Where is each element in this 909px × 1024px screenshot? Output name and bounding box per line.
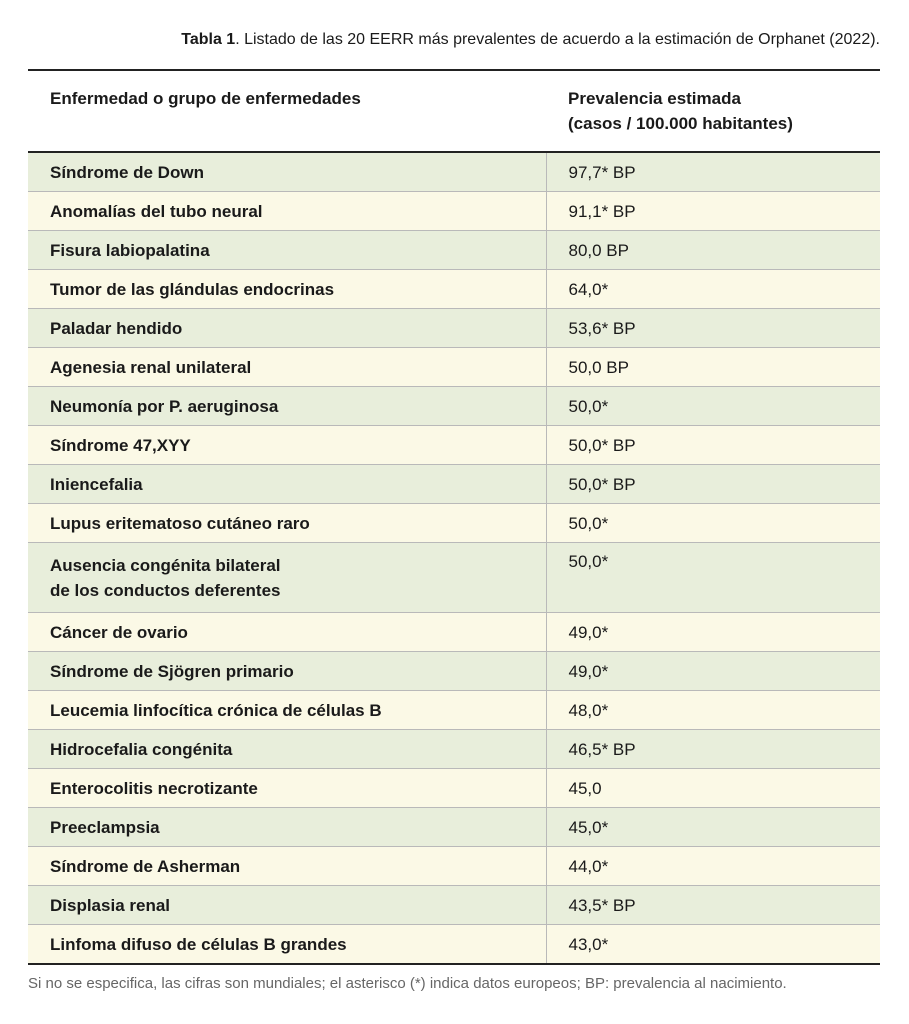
disease-line: Paladar hendido: [50, 318, 183, 338]
table-row: Fisura labiopalatina 80,0 BP: [28, 230, 880, 270]
prevalence-cell: 50,0* BP: [545, 464, 880, 504]
prevalence-cell: 45,0*: [545, 807, 880, 847]
disease-line: Ausencia congénita bilateral: [50, 555, 281, 575]
caption-text: . Listado de las 20 EERR más prevalentes…: [235, 31, 880, 48]
table-row: Síndrome 47,XYY 50,0* BP: [28, 425, 880, 465]
disease-cell: Cáncer de ovario: [28, 612, 546, 652]
disease-line: Síndrome 47,XYY: [50, 435, 191, 455]
disease-line: Lupus eritematoso cutáneo raro: [50, 513, 310, 533]
caption: Tabla 1. Listado de las 20 EERR más prev…: [181, 31, 880, 49]
disease-line: Cáncer de ovario: [50, 622, 188, 642]
prevalence-cell: 97,7* BP: [545, 152, 880, 192]
disease-cell: Enterocolitis necrotizante: [28, 768, 546, 808]
table-row: Iniencefalia 50,0* BP: [28, 464, 880, 504]
disease-line: Tumor de las glándulas endocrinas: [50, 279, 335, 299]
table-row: Síndrome de Sjögren primario 49,0*: [28, 651, 880, 691]
disease-cell: Síndrome de Asherman: [28, 846, 546, 886]
header-cell: Prevalencia estimada (casos / 100.000 hab…: [546, 70, 880, 152]
prevalence-cell: 80,0 BP: [545, 230, 880, 270]
prevalence-cell: 50,0* BP: [545, 425, 880, 465]
disease-line: Hidrocefalia congénita: [50, 739, 233, 759]
disease-cell: Paladar hendido: [28, 308, 546, 348]
disease-line: Agenesia renal unilateral: [50, 357, 252, 377]
disease-cell: Síndrome de Down: [28, 152, 546, 192]
header-line: Enfermedad o grupo de enfermedades: [50, 89, 361, 108]
table-row: Tumor de las glándulas endocrinas 64,0*: [28, 269, 880, 309]
disease-line: de los conductos deferentes: [50, 580, 281, 600]
disease-line: Anomalías del tubo neural: [50, 201, 263, 221]
disease-cell: Anomalías del tubo neural: [28, 191, 546, 231]
table-row: Síndrome de Asherman 44,0*: [28, 846, 880, 886]
table-row: Leucemia linfocítica crónica de células …: [28, 690, 880, 730]
table-body: Síndrome de Down 97,7* BP Anomalías del tu…: [28, 152, 880, 965]
prevalence-cell: 44,0*: [545, 846, 880, 886]
disease-cell: Linfoma difuso de células B grandes: [28, 924, 546, 965]
prevalence-cell: 48,0*: [545, 690, 880, 730]
prevalence-cell: 50,0 BP: [545, 347, 880, 387]
prevalence-cell: 46,5* BP: [545, 729, 880, 769]
disease-line: Síndrome de Asherman: [50, 856, 241, 876]
table-row: Hidrocefalia congénita 46,5* BP: [28, 729, 880, 769]
table-row: Displasia renal 43,5* BP: [28, 885, 880, 925]
table-row: Lupus eritematoso cutáneo raro 50,0*: [28, 503, 880, 543]
prevalence-cell: 50,0*: [545, 542, 880, 613]
caption-label: Tabla 1: [181, 31, 236, 48]
disease-cell: Lupus eritematoso cutáneo raro: [28, 503, 546, 543]
disease-line: Síndrome de Down: [50, 162, 204, 182]
prevalence-cell: 50,0*: [545, 503, 880, 543]
footnote: Si no se especifica, las cifras son mund…: [28, 975, 787, 992]
disease-line: Leucemia linfocítica crónica de células …: [50, 700, 382, 720]
prevalence-cell: 53,6* BP: [545, 308, 880, 348]
prevalence-cell: 43,5* BP: [545, 885, 880, 925]
disease-line: Displasia renal: [50, 895, 171, 915]
disease-cell: Hidrocefalia congénita: [28, 729, 546, 769]
disease-line: Neumonía por P. aeruginosa: [50, 396, 279, 416]
disease-cell: Tumor de las glándulas endocrinas: [28, 269, 546, 309]
disease-cell: Síndrome de Sjögren primario: [28, 651, 546, 691]
disease-line: Linfoma difuso de células B grandes: [50, 934, 347, 954]
disease-line: Enterocolitis necrotizante: [50, 778, 258, 798]
disease-line: Síndrome de Sjögren primario: [50, 661, 294, 681]
header-line: (casos / 100.000 habitantes): [568, 114, 793, 133]
header-row: Enfermedad o grupo de enfermedades Preval…: [28, 70, 880, 152]
table-row: Síndrome de Down 97,7* BP: [28, 152, 880, 192]
disease-cell: Preeclampsia: [28, 807, 546, 847]
table-row: Preeclampsia 45,0*: [28, 807, 880, 847]
prevalence-cell: 49,0*: [545, 651, 880, 691]
prevalence-cell: 49,0*: [545, 612, 880, 652]
disease-cell: Síndrome 47,XYY: [28, 425, 546, 465]
table-row: Agenesia renal unilateral 50,0 BP: [28, 347, 880, 387]
disease-cell: Agenesia renal unilateral: [28, 347, 546, 387]
disease-line: Preeclampsia: [50, 817, 160, 837]
table-row: Cáncer de ovario 49,0*: [28, 612, 880, 652]
table-row: Linfoma difuso de células B grandes 43,0*: [28, 924, 880, 965]
prevalence-cell: 45,0: [545, 768, 880, 808]
header-cell: Enfermedad o grupo de enfermedades: [28, 70, 546, 152]
table-row: Enterocolitis necrotizante 45,0: [28, 768, 880, 808]
disease-cell: Fisura labiopalatina: [28, 230, 546, 270]
disease-cell: Displasia renal: [28, 885, 546, 925]
prevalence-cell: 64,0*: [545, 269, 880, 309]
prevalence-cell: 50,0*: [545, 386, 880, 426]
table: Enfermedad o grupo de enfermedades Preval…: [28, 69, 880, 965]
disease-cell: Leucemia linfocítica crónica de células …: [28, 690, 546, 730]
disease-line: Fisura labiopalatina: [50, 240, 210, 260]
table-row: Neumonía por P. aeruginosa 50,0*: [28, 386, 880, 426]
disease-line: Iniencefalia: [50, 474, 143, 494]
table-row: Ausencia congénita bilateral de los condu…: [28, 542, 880, 613]
prevalence-cell: 43,0*: [545, 924, 880, 965]
header-line: Prevalencia estimada: [568, 89, 741, 108]
prevalence-cell: 91,1* BP: [545, 191, 880, 231]
disease-cell: Ausencia congénita bilateral de los condu…: [28, 542, 546, 613]
table-row: Paladar hendido 53,6* BP: [28, 308, 880, 348]
disease-cell: Neumonía por P. aeruginosa: [28, 386, 546, 426]
table-row: Anomalías del tubo neural 91,1* BP: [28, 191, 880, 231]
disease-cell: Iniencefalia: [28, 464, 546, 504]
